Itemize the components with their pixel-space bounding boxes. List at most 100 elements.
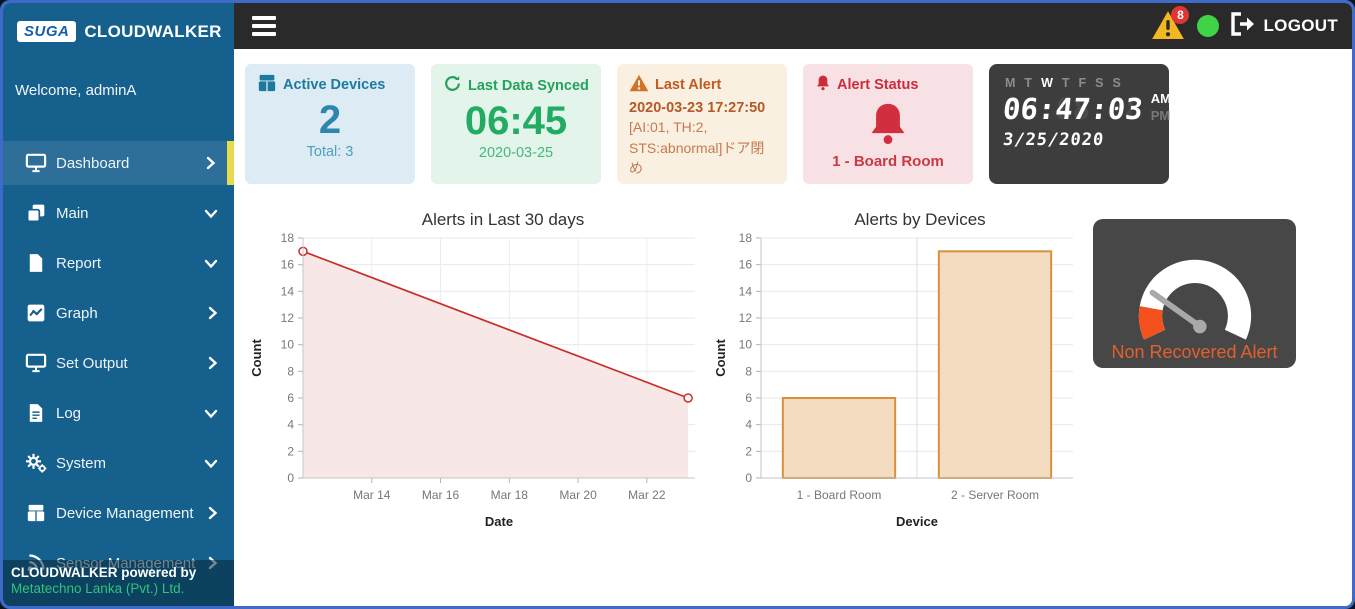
logo: SUGA CLOUDWALKER: [3, 3, 234, 56]
sidebar-item-label: Graph: [56, 304, 98, 322]
topbar: 8 LOGOUT: [234, 3, 1352, 49]
logout-button[interactable]: LOGOUT: [1229, 11, 1338, 42]
chevron-down-icon: [204, 258, 218, 269]
svg-text:Mar 22: Mar 22: [628, 488, 666, 502]
last-alert-detail-2: STS:abnormal]ドア閉め: [629, 140, 765, 176]
chevron-down-icon: [204, 408, 218, 419]
gauge-dial: [1093, 223, 1296, 348]
svg-text:8: 8: [745, 364, 752, 378]
svg-text:Count: Count: [713, 339, 728, 377]
svg-text:18: 18: [281, 231, 295, 245]
sidebar-item-device-management[interactable]: Device Management: [3, 491, 234, 535]
topbar-right: 8 LOGOUT: [1151, 6, 1338, 44]
alerts-line-chart: Alerts in Last 30 days 0 2 4 6 8 10 12 14 16 18 Ma…: [247, 210, 703, 537]
chevron-right-icon: [207, 356, 218, 370]
svg-text:2 - Server Room: 2 - Server Room: [951, 488, 1039, 502]
clock-day: W: [1041, 76, 1053, 90]
sidebar: SUGA CLOUDWALKER Welcome, adminA Dashboa…: [3, 3, 234, 606]
svg-text:6: 6: [745, 391, 752, 405]
sidebar-item-label: System: [56, 454, 107, 472]
sidebar-item-label: Dashboard: [56, 154, 130, 172]
chevron-right-icon: [207, 506, 218, 520]
line-chart-title: Alerts in Last 30 days: [421, 210, 585, 229]
layers-icon: [23, 203, 49, 223]
hamburger-icon[interactable]: [248, 12, 280, 40]
warning-triangle-icon: [1151, 11, 1185, 44]
last-synced-date: 2020-03-25: [478, 145, 554, 161]
sidebar-item-dashboard[interactable]: Dashboard: [3, 141, 234, 185]
alert-status-card: Alert Status 1 - Board Room: [803, 64, 973, 184]
active-devices-title: Active Devices: [283, 77, 386, 93]
sidebar-footer: CLOUDWALKER powered by Metatechno Lanka …: [3, 560, 234, 606]
svg-text:6: 6: [287, 391, 294, 405]
svg-text:4: 4: [287, 418, 294, 432]
svg-text:Mar 18: Mar 18: [491, 488, 529, 502]
sidebar-item-log[interactable]: Log: [3, 391, 234, 435]
last-synced-title: Last Data Synced: [468, 77, 589, 94]
sidebar-item-system[interactable]: System: [3, 441, 234, 485]
warning-triangle-icon: [629, 74, 649, 96]
svg-text:Mar 20: Mar 20: [559, 488, 597, 502]
svg-text:18: 18: [739, 231, 753, 245]
active-devices-count: 2: [318, 98, 342, 142]
svg-text:1 - Board Room: 1 - Board Room: [797, 488, 882, 502]
svg-text:Date: Date: [485, 514, 513, 529]
alert-status-title: Alert Status: [837, 77, 919, 93]
charts-row: Alerts in Last 30 days 0 2 4 6 8 10 12 14 16 18 Ma…: [245, 210, 1352, 537]
sidebar-item-label: Device Management: [56, 504, 194, 522]
svg-text:12: 12: [739, 311, 753, 325]
svg-text:2: 2: [287, 444, 294, 458]
bell-icon: [815, 74, 831, 96]
svg-text:Mar 14: Mar 14: [353, 488, 391, 502]
welcome-text: Welcome, adminA: [15, 82, 137, 99]
dashboard-content: Active Devices 2 Total: 3 Last Data Sync…: [234, 49, 1352, 606]
clock-day: M: [1005, 76, 1016, 90]
clock-time: 06:47:03: [1001, 92, 1144, 126]
powered-by-text: CLOUDWALKER powered by: [11, 565, 197, 580]
svg-text:Count: Count: [249, 339, 264, 377]
clock-am: AM: [1150, 90, 1171, 106]
last-synced-card: Last Data Synced 06:45 2020-03-25: [431, 64, 601, 184]
svg-text:16: 16: [281, 258, 295, 272]
bar-chart-canvas: 0 2 4 6 8 10 12 14 16 18 1 - Board Room 2 - Server …: [711, 230, 1083, 537]
svg-text:Mar 16: Mar 16: [422, 488, 460, 502]
svg-text:10: 10: [281, 338, 295, 352]
last-alert-card: Last Alert 2020-03-23 17:27:50 [AI:01, T…: [617, 64, 787, 184]
box-icon: [23, 504, 49, 522]
clock-day: F: [1078, 76, 1087, 90]
company-link[interactable]: Metatechno Lanka (Pvt.) Ltd.: [11, 581, 185, 596]
file-icon: [23, 253, 49, 273]
monitor-icon: [23, 153, 49, 173]
sidebar-item-graph[interactable]: Graph: [3, 291, 234, 335]
brand-title: CLOUDWALKER: [84, 21, 222, 41]
clock-day: S: [1112, 76, 1121, 90]
summary-cards: Active Devices 2 Total: 3 Last Data Sync…: [245, 64, 1352, 184]
sidebar-menu: Dashboard Main Report Graph Set Output Log Sys…: [3, 141, 234, 591]
chevron-down-icon: [204, 208, 218, 219]
bar-chart-title: Alerts by Devices: [854, 210, 986, 229]
gauge-label: Non Recovered Alert: [1111, 342, 1278, 362]
svg-text:2: 2: [745, 444, 752, 458]
monitor-icon: [23, 353, 49, 373]
non-recovered-alert-gauge: Non Recovered Alert: [1093, 219, 1296, 368]
clock-day: T: [1024, 76, 1033, 90]
sidebar-item-main[interactable]: Main: [3, 191, 234, 235]
chart-line-icon: [23, 303, 49, 323]
last-synced-time: 06:45: [464, 99, 568, 143]
alerts-notification-button[interactable]: 8: [1151, 6, 1190, 44]
sidebar-item-report[interactable]: Report: [3, 241, 234, 285]
sidebar-item-set-output[interactable]: Set Output: [3, 341, 234, 385]
last-alert-title: Last Alert: [655, 77, 722, 93]
suga-logo: SUGA: [17, 21, 77, 42]
connection-status-indicator[interactable]: [1197, 15, 1220, 37]
logout-icon: [1229, 11, 1259, 42]
svg-text:8: 8: [287, 364, 294, 378]
sidebar-item-label: Log: [56, 404, 82, 422]
alerts-bar-chart: Alerts by Devices 0 2 4 6 8 10 12 14 16 18 1 - Boa…: [711, 210, 1083, 537]
svg-text:4: 4: [745, 418, 752, 432]
last-alert-timestamp: 2020-03-23 17:27:50: [629, 100, 766, 116]
sidebar-item-label: Main: [56, 204, 89, 222]
svg-text:10: 10: [739, 338, 753, 352]
